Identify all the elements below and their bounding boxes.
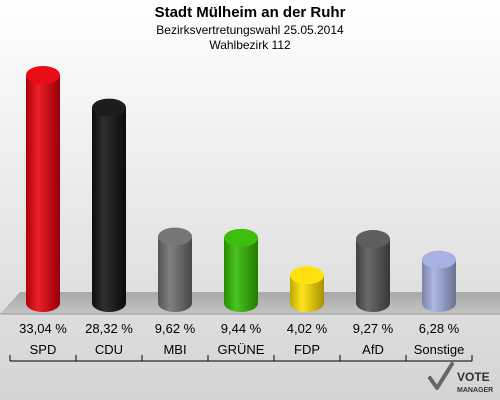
- vote-manager-logo: VOTE MANAGER: [428, 362, 493, 394]
- bar-sonstige: [422, 250, 456, 312]
- bar-body: [356, 239, 390, 312]
- category-label: SPD: [30, 342, 57, 357]
- bars-group: [26, 66, 456, 312]
- bar-body: [26, 75, 60, 312]
- bar-grüne: [224, 228, 258, 312]
- category-label: MBI: [163, 342, 186, 357]
- bar-spd: [26, 66, 60, 312]
- value-label: 6,28 %: [419, 321, 460, 336]
- bar-top: [290, 266, 324, 285]
- bar-top: [422, 250, 456, 269]
- chart-subtitle: Bezirksvertretungswahl 25.05.2014: [156, 23, 344, 37]
- bar-top: [92, 98, 126, 117]
- value-label: 4,02 %: [287, 321, 328, 336]
- category-axis: [9, 355, 473, 362]
- bar-body: [290, 275, 324, 312]
- bar-cdu: [92, 98, 126, 312]
- bar-top: [224, 228, 258, 247]
- category-label: AfD: [362, 342, 384, 357]
- value-label: 28,32 %: [85, 321, 133, 336]
- value-label: 9,44 %: [221, 321, 262, 336]
- category-label: CDU: [95, 342, 123, 357]
- bar-top: [26, 66, 60, 84]
- value-label: 9,62 %: [155, 321, 196, 336]
- value-label: 9,27 %: [353, 321, 394, 336]
- logo-text-manager: MANAGER: [457, 387, 493, 394]
- bar-fdp: [290, 266, 324, 312]
- bar-top: [356, 230, 390, 249]
- category-label: Sonstige: [414, 342, 465, 357]
- value-label: 33,04 %: [19, 321, 67, 336]
- bar-top: [158, 227, 192, 246]
- bar-body: [158, 236, 192, 312]
- bar-body: [224, 237, 258, 312]
- chart-subtitle-2: Wahlbezirk 112: [209, 38, 291, 52]
- bar-body: [92, 107, 126, 312]
- bar-afd: [356, 230, 390, 312]
- bar-body: [422, 259, 456, 312]
- category-label: FDP: [294, 342, 320, 357]
- checkmark-icon: [428, 362, 454, 390]
- logo-text-vote: VOTE: [457, 370, 490, 384]
- labels-group: 33,04 % SPD 28,32 % CDU 9,62 % MBI 9,44 % GRÜNE…: [19, 321, 464, 357]
- chart-title: Stadt Mülheim an der Ruhr: [155, 4, 346, 21]
- bar-mbi: [158, 227, 192, 312]
- category-label: GRÜNE: [218, 342, 265, 357]
